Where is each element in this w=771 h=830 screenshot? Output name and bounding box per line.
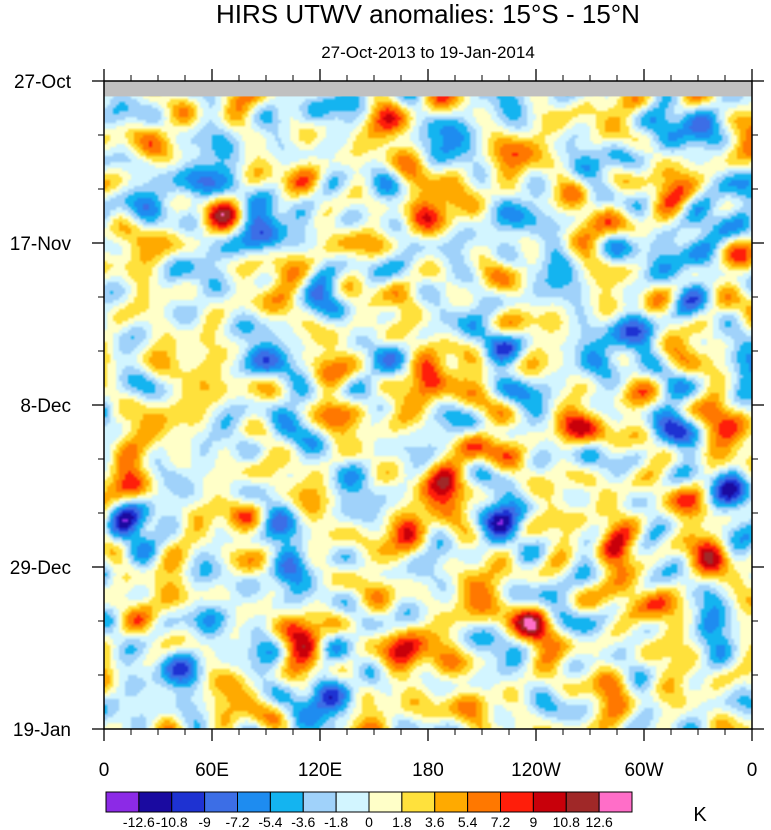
colorbar-swatch [434, 791, 469, 813]
colorbar-label: -3.6 [291, 814, 315, 830]
colorbar-swatch [500, 791, 534, 813]
chart-subtitle: 27-Oct-2013 to 19-Jan-2014 [321, 43, 535, 62]
colorbar-swatch [335, 791, 370, 813]
colorbar-units: K [693, 804, 707, 826]
colorbar-label: 12.6 [586, 814, 613, 830]
y-tick-label: 19-Jan [13, 720, 71, 741]
y-tick-label: 8-Dec [20, 396, 71, 417]
missing-data-band [104, 81, 752, 97]
x-tick-label: 60W [624, 760, 663, 781]
colorbar-label: -12.6 [123, 814, 155, 830]
y-tick-label: 17-Nov [10, 234, 72, 255]
colorbar-swatch [237, 791, 271, 813]
plot-area [103, 80, 753, 730]
colorbar-swatch [204, 791, 238, 813]
anomaly-field [104, 81, 752, 729]
colorbar-swatch [368, 791, 403, 813]
colorbar-swatch [269, 791, 304, 813]
colorbar-label: -1.8 [324, 814, 348, 830]
colorbar-swatch [598, 791, 633, 813]
colorbar-swatch [467, 791, 501, 813]
colorbar-label: -7.2 [225, 814, 249, 830]
colorbar-swatch [401, 791, 436, 813]
colorbar-swatch [138, 791, 173, 813]
colorbar-label: 10.8 [553, 814, 580, 830]
colorbar-label: 5.4 [458, 814, 478, 830]
colorbar-swatch [171, 791, 206, 813]
colorbar-label: 0 [365, 814, 373, 830]
x-axis: 0 60E 120E 180 120W 60W 0 [99, 69, 758, 781]
chart-title: HIRS UTWV anomalies: 15°S - 15°N [216, 0, 640, 29]
colorbar: -12.6 -10.8 -9 -7.2 -5.4 -3.6 -1.8 0 1.8 3.6 5.4 7.… [105, 791, 633, 830]
colorbar-swatch [565, 791, 600, 813]
colorbar-swatch [105, 791, 140, 813]
colorbar-swatch [532, 791, 567, 813]
colorbar-label: 3.6 [425, 814, 445, 830]
colorbar-label: 9 [529, 814, 537, 830]
colorbar-label: 7.2 [491, 814, 511, 830]
y-axis: 27-Oct 17-Nov 8-Dec 29-Dec 19-Jan [10, 72, 764, 741]
x-tick-label: 0 [747, 760, 758, 781]
x-tick-label: 120E [298, 760, 342, 781]
y-tick-label: 29-Dec [10, 558, 71, 579]
colorbar-label: -5.4 [258, 814, 282, 830]
y-tick-label: 27-Oct [14, 72, 72, 93]
x-tick-label: 120W [511, 760, 561, 781]
x-tick-label: 60E [195, 760, 229, 781]
colorbar-swatch [302, 791, 337, 813]
colorbar-label: -10.8 [156, 814, 188, 830]
colorbar-label: 1.8 [392, 814, 412, 830]
colorbar-label: -9 [198, 814, 211, 830]
x-tick-label: 0 [99, 760, 110, 781]
x-tick-label: 180 [412, 760, 444, 781]
